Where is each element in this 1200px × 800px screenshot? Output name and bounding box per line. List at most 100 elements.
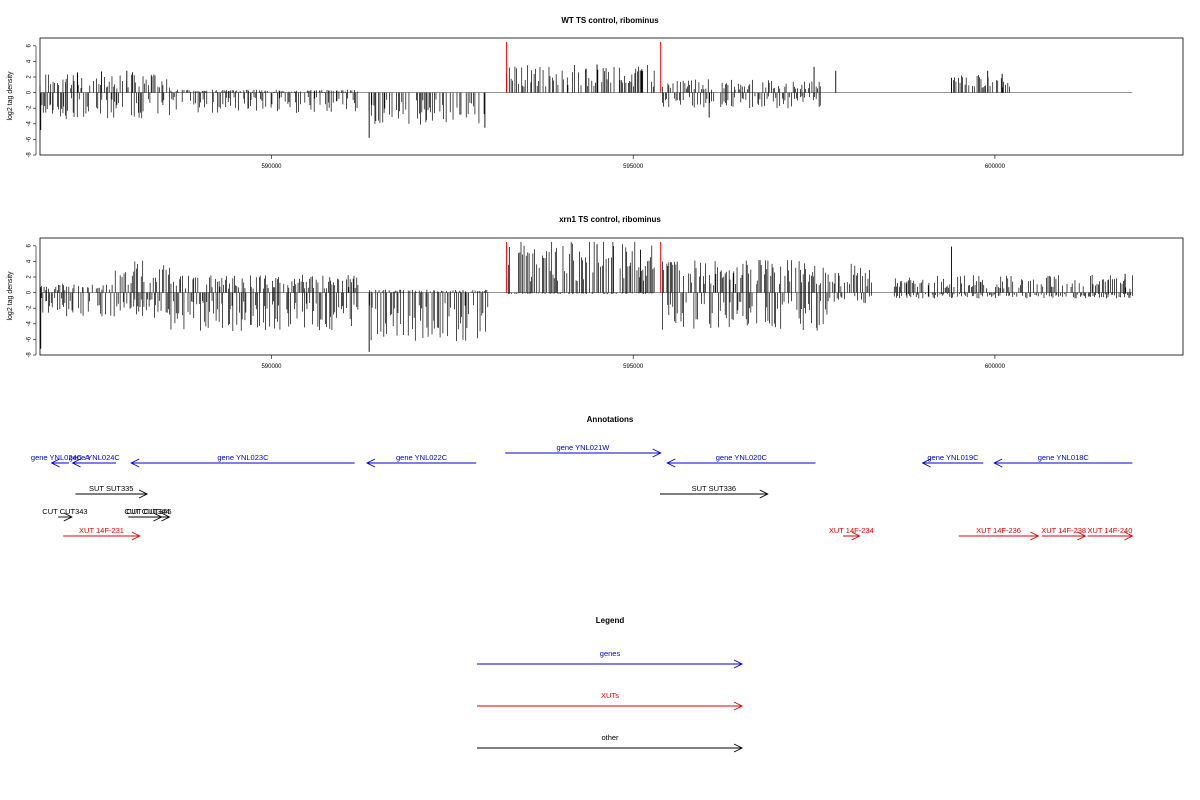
arrowhead — [759, 489, 769, 499]
xrn1-density-bars — [40, 241, 1133, 352]
arrowhead — [131, 531, 141, 541]
wt-x-axis: 590000 595000 600000 — [261, 155, 1006, 170]
annotation-feature: gene YNL022C — [365, 453, 477, 468]
y-tick-label: -6 — [27, 136, 33, 142]
legend: Legend genes XUTs other — [477, 616, 744, 753]
arrowhead — [733, 659, 744, 669]
arrowhead — [71, 458, 81, 468]
feature-label: gene YNL024C-A — [31, 453, 90, 462]
feature-label: gene YNL021W — [557, 443, 611, 452]
feature-label: CUT CUT344 — [124, 507, 169, 516]
legend-entry-genes: genes — [477, 649, 744, 669]
wt-panel-title: WT TS control, ribominus — [561, 16, 659, 25]
y-tick-label: 0 — [27, 290, 33, 294]
arrowhead — [130, 458, 140, 468]
y-tick-label: -2 — [27, 305, 33, 311]
y-tick-label: -4 — [27, 120, 33, 126]
legend-entry-other: other — [477, 733, 744, 753]
x-tick-label: 595000 — [623, 164, 644, 170]
x-tick-label: 600000 — [985, 164, 1006, 170]
y-tick-label: 0 — [27, 90, 33, 94]
arrowhead — [666, 458, 676, 468]
legend-entry-xuts: XUTs — [477, 691, 744, 711]
y-tick-label: -4 — [27, 320, 33, 326]
feature-label: CUT CUT345 — [126, 507, 171, 516]
y-tick-label: 2 — [27, 275, 33, 279]
arrowhead — [365, 458, 376, 468]
xrn1-panel-title: xrn1 TS control, ribominus — [559, 215, 661, 224]
feature-label: XUT 14F-240 — [1087, 526, 1132, 535]
legend-entries: genes XUTs other — [477, 649, 744, 753]
annotations-title: Annotations — [587, 415, 634, 424]
feature-label: XUT 14F-238 — [1041, 526, 1086, 535]
arrowhead — [921, 458, 931, 468]
annotation-feature: SUT SUT336 — [659, 484, 769, 499]
feature-label: gene YNL023C — [217, 453, 269, 462]
annotation-feature: XUT 14F-231 — [63, 526, 141, 541]
annotation-feature: gene YNL023C — [130, 453, 355, 468]
feature-label: gene YNL019C — [927, 453, 979, 462]
arrowhead — [1124, 531, 1134, 541]
feature-label: SUT SUT336 — [692, 484, 736, 493]
arrowhead — [1077, 531, 1087, 541]
legend-label: other — [601, 733, 619, 742]
x-tick-label: 600000 — [985, 364, 1006, 370]
annotation-feature: CUT CUT343 — [42, 507, 88, 522]
arrowhead — [161, 512, 171, 522]
feature-label: gene YNL020C — [716, 453, 768, 462]
x-tick-label: 595000 — [623, 364, 644, 370]
y-tick-label: 6 — [27, 43, 33, 47]
xrn1-x-axis: 590000 595000 600000 — [261, 355, 1006, 370]
annotation-feature: XUT 14F-236 — [958, 526, 1040, 541]
annotation-feature: XUT 14F-238 — [1041, 526, 1087, 541]
y-tick-label: -2 — [27, 105, 33, 111]
feature-label: XUT 14F-236 — [976, 526, 1021, 535]
xrn1-density-panel: xrn1 TS control, ribominus -8-6-4-20246 … — [7, 215, 1184, 370]
annotation-feature: gene YNL018C — [993, 453, 1133, 468]
annotation-feature: gene YNL019C — [921, 453, 984, 468]
arrowhead — [63, 512, 73, 522]
xrn1-plot-frame — [39, 237, 1184, 356]
annotation-feature: gene YNL020C — [666, 453, 816, 468]
x-tick-label: 590000 — [261, 164, 282, 170]
y-tick-label: 4 — [27, 59, 33, 63]
arrowhead — [993, 458, 1003, 468]
wt-y-axis-label: log2 tag density — [7, 71, 14, 121]
x-tick-label: 590000 — [261, 364, 282, 370]
arrowhead — [733, 701, 744, 711]
feature-label: gene YNL024C — [69, 453, 121, 462]
annotation-feature: gene YNL024C — [69, 453, 121, 468]
wt-density-bars — [39, 42, 1133, 138]
legend-label: genes — [600, 649, 621, 658]
annotation-feature: SUT SUT335 — [75, 484, 149, 499]
feature-label: SUT SUT335 — [89, 484, 133, 493]
xrn1-y-axis-label: log2 tag density — [7, 271, 14, 321]
feature-label: gene YNL022C — [396, 453, 448, 462]
y-tick-label: 2 — [27, 75, 33, 79]
y-tick-label: -6 — [27, 336, 33, 342]
annotation-feature: CUT CUT345 — [126, 507, 172, 522]
arrowhead — [851, 531, 861, 541]
feature-label: gene YNL018C — [1038, 453, 1090, 462]
annotation-feature: XUT 14F-234 — [829, 526, 874, 541]
legend-title: Legend — [596, 616, 625, 625]
annotation-feature: gene YNL021W — [505, 443, 662, 458]
xrn1-y-axis: -8 -6 -4 -2 0 2 4 6 — [27, 243, 37, 358]
annotation-feature: XUT 14F-240 — [1087, 526, 1134, 541]
y-tick-label: 6 — [27, 243, 33, 247]
feature-label: XUT 14F-234 — [829, 526, 874, 535]
y-tick-label: 4 — [27, 259, 33, 263]
legend-label: XUTs — [601, 691, 619, 700]
annotation-feature: gene YNL024C-A — [31, 453, 90, 468]
feature-label: CUT CUT343 — [42, 507, 87, 516]
wt-density-panel: WT TS control, ribominus -8 -6 -4 -2 0 2 4 6 59… — [7, 16, 1184, 170]
feature-label: XUT 14F-231 — [79, 526, 124, 535]
arrowhead — [733, 743, 744, 753]
y-tick-label: -8 — [27, 352, 33, 358]
arrowhead — [138, 489, 149, 499]
arrowhead — [1030, 531, 1040, 541]
y-tick-label: -8 — [27, 152, 33, 158]
